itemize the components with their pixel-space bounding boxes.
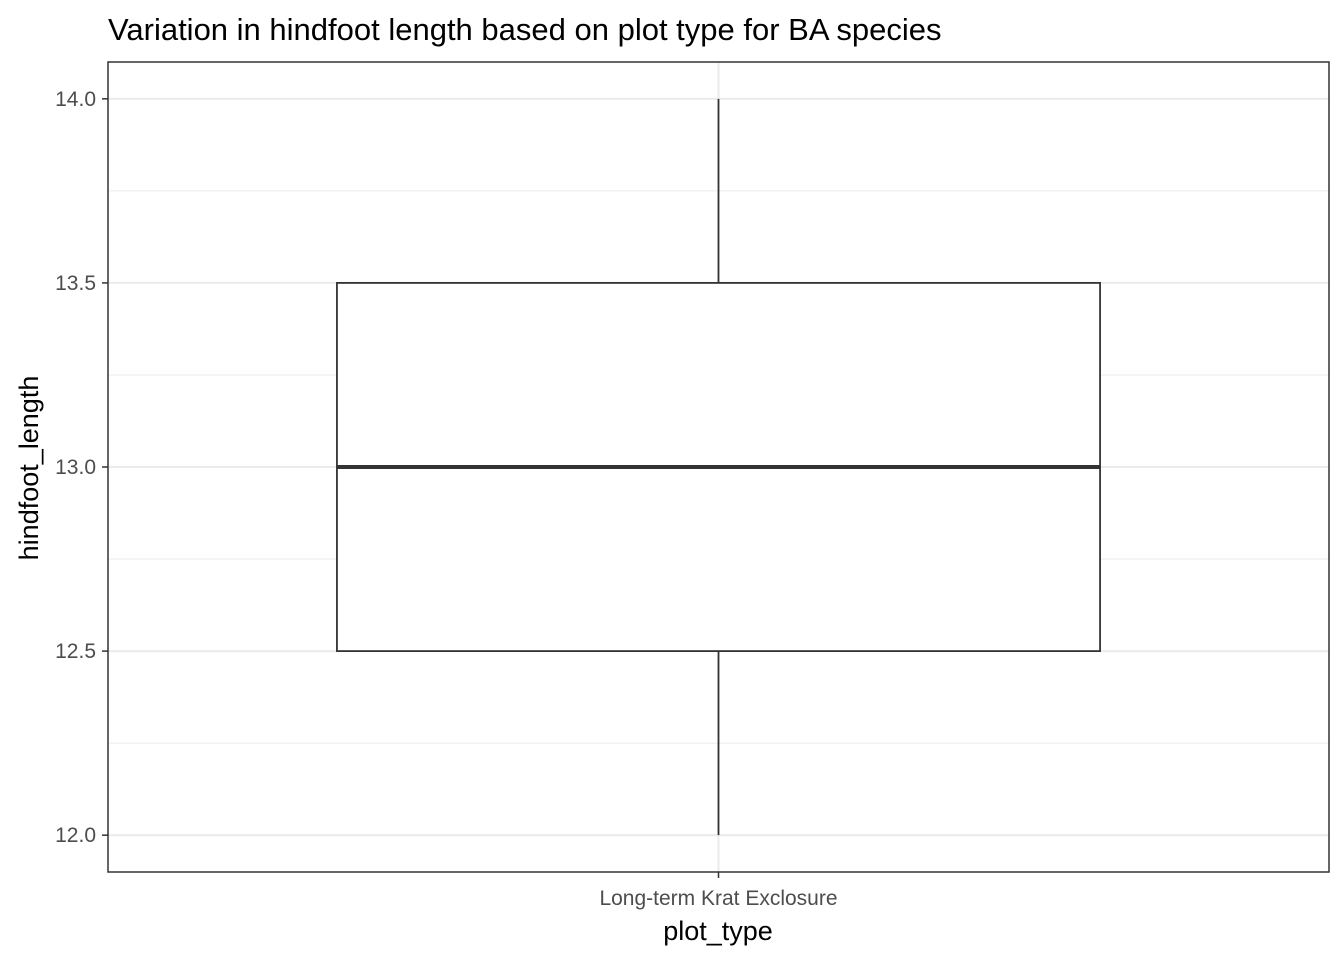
y-axis-title: hindfoot_length: [14, 376, 44, 561]
y-tick-label: 14.0: [55, 88, 96, 111]
y-tick-label: 13.5: [55, 272, 96, 295]
y-tick-label: 12.0: [55, 824, 96, 847]
y-tick-label: 12.5: [55, 640, 96, 663]
box-series: [336, 98, 1101, 836]
x-axis-title: plot_type: [663, 916, 773, 946]
y-tick-label: 13.0: [55, 456, 96, 479]
y-axis: 12.0 12.5 13.0 13.5 14.0: [55, 88, 108, 847]
chart-title: Variation in hindfoot length based on pl…: [108, 12, 942, 47]
x-tick-label: Long-term Krat Exclosure: [599, 887, 837, 910]
x-axis: Long-term Krat Exclosure: [599, 872, 838, 910]
